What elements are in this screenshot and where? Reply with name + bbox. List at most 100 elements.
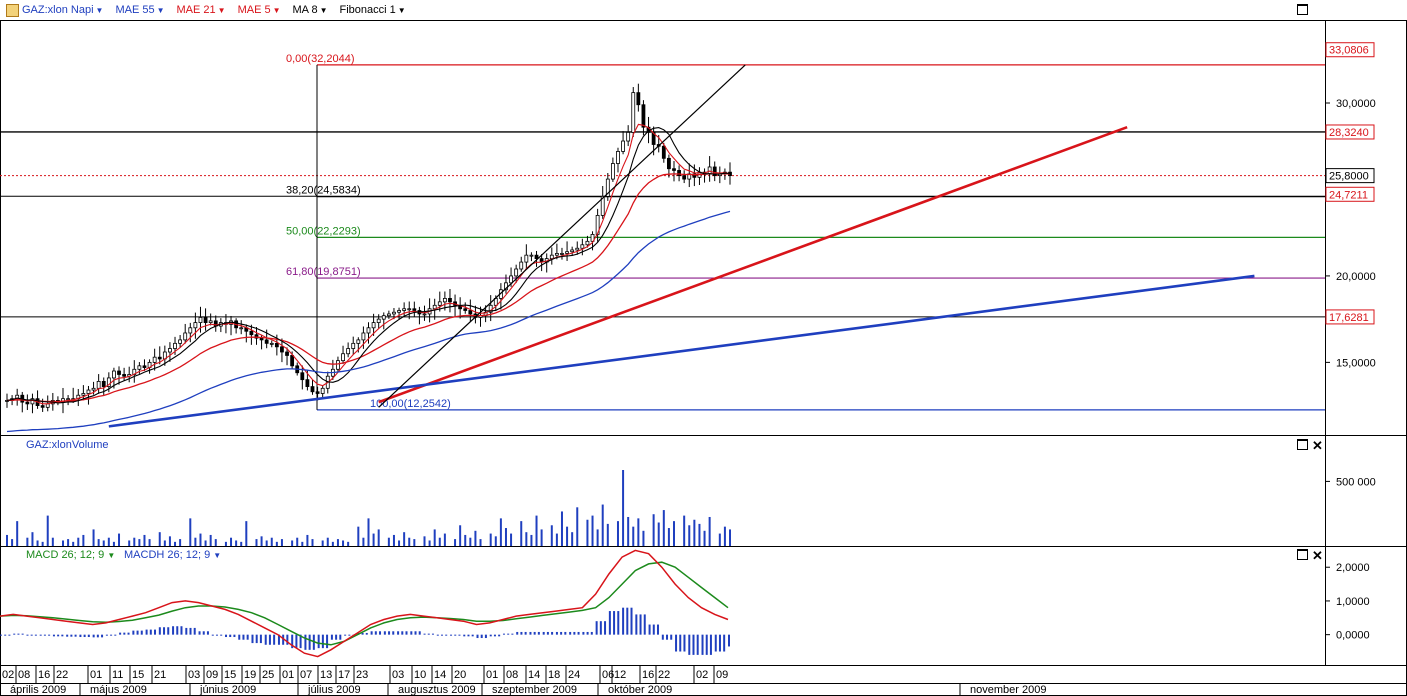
volume-bar [291, 540, 294, 546]
candle-body [519, 261, 524, 270]
macdh-bar [61, 634, 64, 637]
fib-level-label: 50,00(22,2293) [286, 225, 361, 237]
maximize-icon[interactable] [1297, 549, 1308, 560]
volume-bar [530, 534, 533, 546]
close-icon[interactable]: ✕ [1312, 548, 1323, 563]
close-icon[interactable]: ✕ [1312, 438, 1323, 453]
volume-bar [72, 541, 75, 546]
macdh-bar [348, 634, 351, 636]
volume-bar [423, 536, 426, 546]
volume-bar [454, 539, 457, 546]
volume-bar [606, 523, 609, 546]
macdh-bar [335, 634, 338, 640]
macdh-bar [110, 634, 113, 636]
volume-bar [698, 523, 701, 546]
macdh-bar [264, 634, 267, 645]
volume-bar [652, 514, 655, 546]
candle-body [397, 310, 401, 313]
volume-bar [596, 529, 599, 546]
macdh-bar [119, 632, 122, 635]
macdh-bar [176, 626, 179, 635]
candle-body [707, 166, 712, 175]
volume-bar [31, 532, 34, 546]
fib-level-label: 61,80(19,8751) [286, 266, 361, 278]
candle-body [300, 372, 305, 381]
macdh-bar [405, 631, 408, 635]
indicator-ma8[interactable]: MA 8 ▼ [287, 4, 334, 16]
volume-bar [270, 537, 273, 546]
volume-bar [107, 537, 110, 546]
macdh-bar [560, 631, 563, 635]
volume-bar [372, 533, 375, 546]
candle-body [422, 313, 427, 316]
volume-bar [158, 532, 161, 546]
candle-body [259, 337, 264, 341]
macdh-bar [295, 634, 298, 649]
indicator-mae55[interactable]: MAE 55 ▼ [109, 4, 170, 16]
day-label: 22 [56, 669, 68, 681]
candle-body [529, 254, 534, 257]
macd-pane-label[interactable]: MACD 26; 12; 9 ▼ [26, 549, 115, 561]
candle-body [351, 342, 356, 349]
macdh-bar [683, 634, 686, 652]
macdh-bar [330, 634, 333, 640]
macdh-bar [8, 634, 11, 636]
volume-bar [102, 540, 105, 546]
macdh-bar [317, 634, 320, 649]
candle-body [356, 339, 361, 344]
macdh-bar [127, 632, 130, 635]
volume-bar [16, 521, 19, 546]
candle-body [45, 403, 50, 408]
candle-body [631, 92, 636, 133]
volume-bar [438, 537, 441, 546]
macdh-bar [630, 607, 633, 635]
volume-bar [148, 539, 151, 546]
volume-bar [535, 515, 538, 546]
candle-body [137, 365, 142, 370]
macdh-bar [463, 634, 466, 637]
indicator-fibonacci[interactable]: Fibonacci 1 ▼ [334, 4, 412, 16]
macdh-bar [675, 634, 678, 652]
macdh-bar [229, 634, 232, 638]
volume-bar [67, 539, 70, 546]
volume-bar [693, 519, 696, 546]
macdh-bar [0, 634, 2, 636]
volume-bar [413, 539, 416, 546]
volume-bar [26, 537, 29, 546]
macdh-bar [34, 634, 37, 636]
macdh-bar [714, 634, 717, 652]
day-label: 09 [206, 669, 218, 681]
month-label: augusztus 2009 [398, 684, 476, 696]
macdh-bar [701, 634, 704, 655]
indicator-label: MAE 55 [115, 4, 155, 16]
candle-body [636, 92, 641, 106]
candle-body [173, 342, 177, 349]
symbol-selector[interactable]: GAZ:xlon Napi ▼ [0, 3, 109, 17]
indicator-mae5[interactable]: MAE 5 ▼ [232, 4, 287, 16]
price-pane-maximize-button[interactable] [1297, 4, 1308, 18]
macdh-bar [401, 631, 404, 635]
macdh-bar [652, 624, 655, 635]
price-flag [1325, 186, 1375, 202]
indicator-mae21[interactable]: MAE 21 ▼ [171, 4, 232, 16]
candle-body [585, 240, 590, 246]
macdh-bar [643, 614, 646, 635]
candle-body [610, 163, 615, 180]
volume-bar [245, 521, 248, 546]
candle-body [575, 247, 580, 251]
maximize-icon[interactable] [1297, 439, 1308, 450]
volume-bar [637, 518, 640, 546]
candle-body [412, 308, 417, 311]
candle-body [264, 339, 269, 344]
macd-signal-line [0, 561, 729, 646]
volume-bar [662, 510, 665, 546]
macdh-bar [220, 634, 223, 636]
macdh-bar [604, 621, 607, 635]
day-label: 12 [614, 669, 626, 681]
macdh-bar [529, 631, 532, 635]
macdh-pane-label[interactable]: MACDH 26; 12; 9 ▼ [124, 549, 221, 561]
candle-body [534, 254, 539, 260]
volume-bar [622, 470, 625, 546]
